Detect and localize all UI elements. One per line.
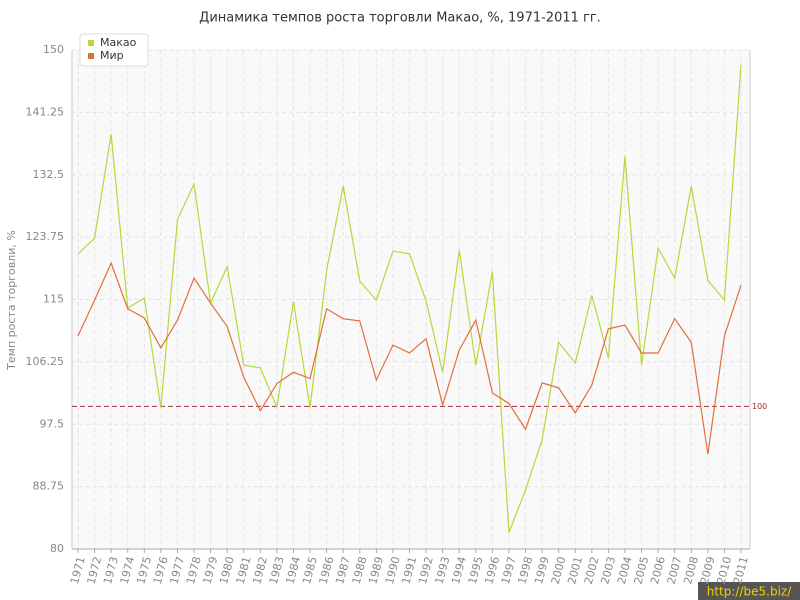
y-tick-label: 97.5 (40, 417, 65, 430)
y-axis-label: Темп роста торговли, % (5, 230, 18, 371)
y-tick-label: 123.75 (26, 230, 65, 243)
legend-label: Мир (100, 49, 124, 62)
watermark: http://be5.biz/ (707, 585, 792, 599)
y-tick-label: 132.5 (33, 168, 65, 181)
legend-label: Макао (100, 36, 137, 49)
legend-swatch (88, 53, 94, 59)
y-tick-label: 115 (43, 293, 64, 306)
legend-swatch (88, 40, 94, 46)
y-tick-label: 150 (43, 43, 64, 56)
chart-title: Динамика темпов роста торговли Макао, %,… (199, 11, 601, 26)
y-tick-label: 80 (50, 542, 64, 555)
series-line (77, 64, 742, 533)
x-tick-label: 2011 (731, 555, 751, 585)
watermark-bg (698, 582, 800, 600)
legend-box (79, 33, 149, 67)
y-tick-label: 106.25 (26, 355, 65, 368)
series-line (77, 261, 742, 455)
y-tick-label: 141.25 (26, 105, 65, 118)
y-tick-label: 88.75 (33, 480, 65, 493)
reference-label: 100 (752, 402, 767, 411)
